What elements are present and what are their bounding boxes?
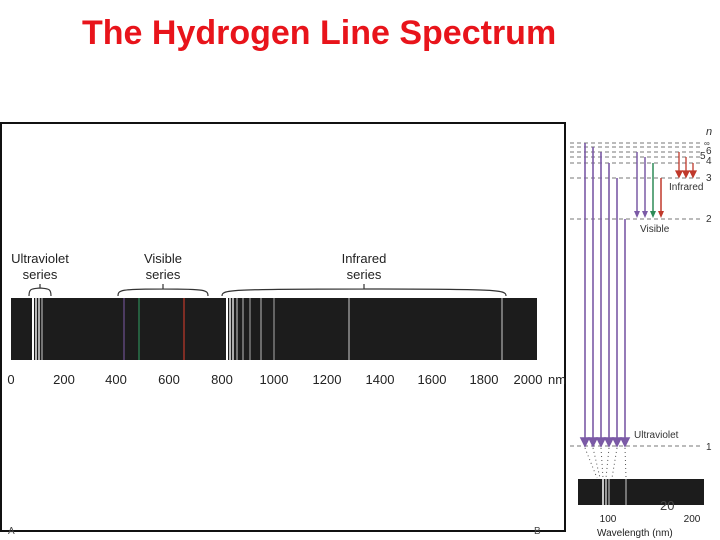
arrowhead — [650, 211, 656, 218]
corner-mark-right: B — [534, 526, 541, 537]
page-number: 20 — [660, 498, 675, 513]
wavelength-axis: 0 200 400 600 800 1000 1200 1400 1600 18… — [7, 372, 566, 387]
visible-series-label: Visible — [144, 251, 182, 266]
slide-title: The Hydrogen Line Spectrum — [82, 14, 557, 52]
infrared-series-label-line2: series — [347, 267, 382, 282]
projection-line — [624, 447, 627, 479]
axis-tick: 1000 — [260, 372, 289, 387]
mini-axis-tick: 100 — [600, 514, 617, 525]
arrowhead — [642, 211, 648, 218]
level-label-2: 2 — [706, 214, 712, 225]
visible-label: Visible — [640, 224, 670, 235]
arrowhead — [688, 170, 698, 179]
uv-series-label-line2: series — [23, 267, 58, 282]
arrowhead — [634, 211, 640, 218]
mini-axis-tick: 200 — [684, 514, 701, 525]
n-symbol: n — [706, 126, 712, 138]
axis-tick: 1600 — [418, 372, 447, 387]
level-label-6: 6 — [706, 146, 712, 157]
projection-line — [592, 447, 601, 479]
mini-axis-label: Wavelength (nm) — [597, 528, 673, 539]
corner-mark-left: A — [8, 526, 15, 537]
level-label-3: 3 — [706, 173, 712, 184]
arrowhead — [603, 437, 615, 448]
arrowhead — [674, 170, 684, 179]
projection-line — [611, 447, 618, 479]
infinity-label: ∞ — [704, 139, 710, 148]
axis-tick: 1800 — [470, 372, 499, 387]
arrowhead — [579, 437, 591, 448]
arrowhead — [587, 437, 599, 448]
visible-series-label-line2: series — [146, 267, 181, 282]
arrowhead — [595, 437, 607, 448]
level-label-1: 1 — [706, 442, 712, 453]
infrared-brace — [221, 284, 507, 297]
arrowhead — [681, 170, 691, 179]
visible-brace — [117, 284, 209, 297]
axis-tick: 1200 — [313, 372, 342, 387]
projection-line — [600, 447, 604, 479]
axis-tick: 800 — [211, 372, 233, 387]
level-label-5: 5 — [700, 151, 706, 162]
infrared-label: Infrared — [669, 182, 703, 193]
mini-spectrum-band — [578, 479, 704, 505]
axis-tick: 200 — [53, 372, 75, 387]
arrowhead — [658, 211, 664, 218]
uv-brace — [28, 284, 52, 297]
ultraviolet-label: Ultraviolet — [634, 430, 679, 441]
axis-tick: 2000 — [514, 372, 543, 387]
axis-tick: 400 — [105, 372, 127, 387]
axis-tick: 1400 — [366, 372, 395, 387]
projection-line — [584, 447, 598, 479]
axis-unit: nm — [548, 372, 566, 387]
arrowhead — [611, 437, 623, 448]
axis-tick: 600 — [158, 372, 180, 387]
infrared-series-label: Infrared — [342, 251, 387, 266]
uv-series-label: Ultraviolet — [11, 251, 69, 266]
projection-line — [605, 447, 610, 479]
level-label-4: 4 — [706, 156, 712, 167]
axis-tick: 0 — [7, 372, 14, 387]
arrowhead — [619, 437, 631, 448]
energy-level-diagram: n ∞ 6 5 4 3 2 1 — [570, 126, 712, 539]
spectral-lines — [32, 298, 503, 360]
